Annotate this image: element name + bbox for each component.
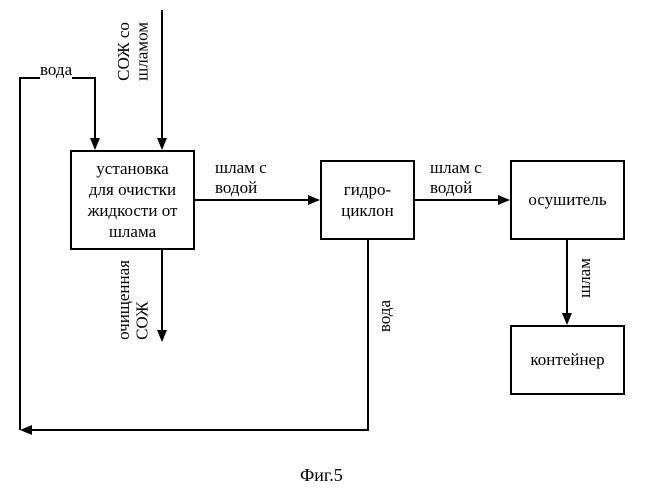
label-sludge-water1: шлам сводой	[215, 158, 267, 197]
label-coolant-in: СОЖ сошламом	[115, 22, 152, 81]
node-dryer-label: осушитель	[528, 189, 606, 210]
label-sludge-out: шлам	[575, 258, 595, 298]
node-container: контейнер	[510, 325, 625, 395]
label-sludge-water2: шлам сводой	[430, 158, 482, 197]
label-water-in: вода	[40, 60, 72, 80]
figure-caption: Фиг.5	[300, 465, 343, 486]
label-water-return: вода	[375, 300, 395, 332]
node-dryer: осушитель	[510, 160, 625, 240]
label-clean-coolant: очищеннаяСОЖ	[115, 260, 152, 340]
node-hydrocyclone: гидро-циклон	[320, 160, 415, 240]
node-installation: установкадля очисткижидкости отшлама	[70, 150, 195, 250]
node-hydrocyclone-label: гидро-циклон	[341, 179, 394, 222]
node-container-label: контейнер	[530, 349, 604, 370]
arrows-layer	[0, 0, 663, 500]
node-installation-label: установкадля очисткижидкости отшлама	[88, 158, 178, 243]
